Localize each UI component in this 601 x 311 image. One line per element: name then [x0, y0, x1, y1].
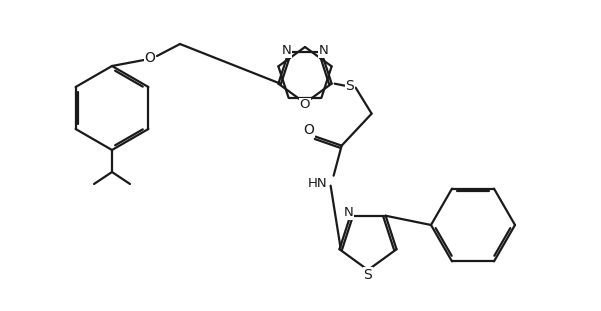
- Text: O: O: [300, 99, 310, 112]
- Text: O: O: [303, 123, 314, 137]
- Text: N: N: [319, 44, 328, 57]
- Text: O: O: [145, 51, 156, 65]
- Text: N: N: [282, 44, 291, 57]
- Text: HN: HN: [308, 177, 328, 190]
- Text: S: S: [364, 268, 373, 282]
- Text: N: N: [344, 206, 353, 219]
- Text: S: S: [345, 79, 354, 93]
